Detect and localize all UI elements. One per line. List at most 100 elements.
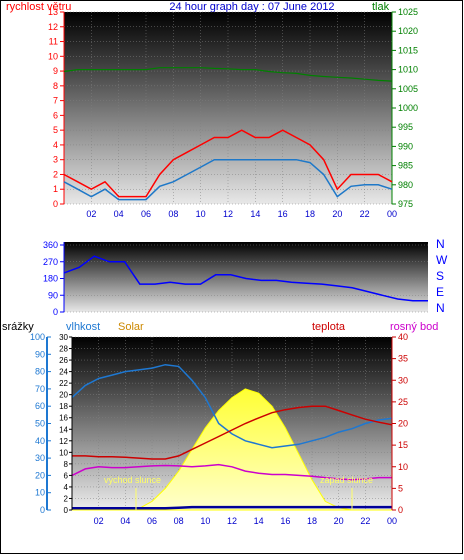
humidity-tick-label: 4: [64, 483, 69, 492]
x-tick-label: 20: [334, 516, 344, 526]
rain-line: [72, 505, 392, 510]
x-tick-label: 12: [223, 209, 233, 219]
humidity-tick-label: 20: [59, 391, 68, 400]
humidity-x-ticks: 02 04 06 08 10 12 14 16 18 20 22 00: [94, 516, 397, 526]
y-tick-label: 9: [53, 66, 58, 76]
humidity-tick-label: 0: [64, 506, 69, 515]
x-tick-label: 02: [94, 516, 104, 526]
x-tick-label: 22: [360, 209, 370, 219]
wind-x-ticks: 02 04 06 08 10 12 14 16 18 20 22 00: [86, 209, 397, 219]
wind-direction-line: [63, 255, 428, 302]
humidity-tick-label: 28: [59, 345, 68, 354]
x-tick-label: 08: [174, 516, 184, 526]
humidity-label: vlhkost: [66, 321, 100, 333]
x-tick-label: 04: [120, 516, 130, 526]
x-tick-label: 14: [250, 209, 260, 219]
y-tick-label: 180: [43, 274, 58, 284]
humidity-tick-label: 12: [59, 437, 68, 446]
rain-tick-label: 30: [35, 453, 45, 463]
y-tick-label: 13: [48, 7, 58, 17]
y-tick-label: 0: [53, 307, 58, 317]
compass-label: N: [436, 237, 445, 251]
rain-tick-label: 10: [35, 488, 45, 498]
x-tick-label: 06: [147, 516, 157, 526]
rain-label: srážky: [2, 321, 34, 333]
rain-tick-label: 0: [40, 505, 45, 515]
rain-tick-label: 40: [35, 436, 45, 446]
rain-tick-label: 90: [35, 349, 45, 359]
humidity-tick-label: 30: [59, 333, 68, 342]
x-tick-label: 14: [254, 516, 264, 526]
rain-tick-label: 80: [35, 367, 45, 377]
x-tick-label: 18: [307, 516, 317, 526]
direction-axis: 0 90 180 270 360: [43, 240, 65, 317]
rain-tick-label: 100: [30, 332, 45, 342]
solar-area: [72, 388, 392, 511]
rain-tick-label: 50: [35, 419, 45, 429]
wind-average-line: [63, 158, 393, 201]
x-tick-label: 20: [332, 209, 342, 219]
humidity-tick-label: 18: [59, 402, 68, 411]
rain-tick-label: 70: [35, 384, 45, 394]
y-tick-label: 8: [53, 81, 58, 91]
humidity-tick-label: 6: [64, 471, 69, 480]
y-tick-label: 0: [53, 199, 58, 209]
compass-label: N: [436, 301, 445, 315]
y2-tick-label: 980: [398, 180, 413, 190]
y-tick-label: 12: [48, 22, 58, 32]
y-tick-label: 90: [48, 290, 58, 300]
x-tick-label: 10: [196, 209, 206, 219]
humidity-tick-label: 26: [59, 356, 68, 365]
y-tick-label: 1: [53, 184, 58, 194]
temperature-tick-label: 10: [398, 462, 408, 472]
y-tick-label: 10: [48, 51, 58, 61]
pressure-line: [63, 67, 393, 82]
temperature-tick-label: 40: [398, 332, 408, 342]
dewpoint-label: rosný bod: [390, 321, 438, 333]
x-tick-label: 18: [305, 209, 315, 219]
x-tick-label: 00: [387, 516, 397, 526]
x-tick-label: 16: [278, 209, 288, 219]
humidity-tick-label: 10: [59, 448, 68, 457]
wind-direction-plot-area: [64, 242, 428, 312]
rain-tick-label: 20: [35, 470, 45, 480]
y2-tick-label: 975: [398, 199, 413, 209]
temperature-tick-label: 35: [398, 354, 408, 364]
solar-label: Solar: [118, 321, 144, 333]
temperature-line: [72, 405, 393, 460]
pressure-label: tlak: [372, 1, 390, 13]
x-tick-label: 06: [141, 209, 151, 219]
temperature-tick-label: 0: [398, 505, 403, 515]
chart-title: 24 hour graph day : 07 June 2012: [169, 1, 334, 13]
y2-tick-label: 1020: [398, 26, 418, 36]
humidity-tick-label: 24: [59, 368, 68, 377]
compass-label: W: [436, 253, 448, 267]
y-tick-label: 3: [53, 155, 58, 165]
humidity-tick-label: 16: [59, 414, 68, 423]
y-tick-label: 4: [53, 140, 58, 150]
y2-tick-label: 995: [398, 122, 413, 132]
dewpoint-line: [71, 463, 392, 481]
x-tick-label: 08: [168, 209, 178, 219]
y2-tick-label: 990: [398, 141, 413, 151]
y-tick-label: 270: [43, 257, 58, 267]
compass-label: E: [436, 285, 444, 299]
y-tick-label: 2: [53, 169, 58, 179]
compass-label: S: [436, 269, 444, 283]
rain-axis: 0 10 20 30 40 50 60 70 80 90 100: [30, 332, 51, 515]
humidity-tick-label: 14: [59, 425, 68, 434]
rain-tick-label: 60: [35, 401, 45, 411]
y-tick-label: 6: [53, 110, 58, 120]
x-tick-label: 16: [280, 516, 290, 526]
x-tick-label: 04: [114, 209, 124, 219]
y-tick-label: 5: [53, 125, 58, 135]
y2-tick-label: 1015: [398, 45, 418, 55]
temperature-tick-label: 30: [398, 375, 408, 385]
humidity-tick-label: 8: [64, 460, 69, 469]
humidity-tick-label: 22: [59, 379, 68, 388]
